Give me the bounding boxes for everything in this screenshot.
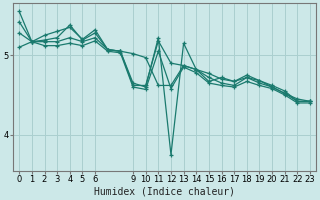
- X-axis label: Humidex (Indice chaleur): Humidex (Indice chaleur): [94, 187, 235, 197]
